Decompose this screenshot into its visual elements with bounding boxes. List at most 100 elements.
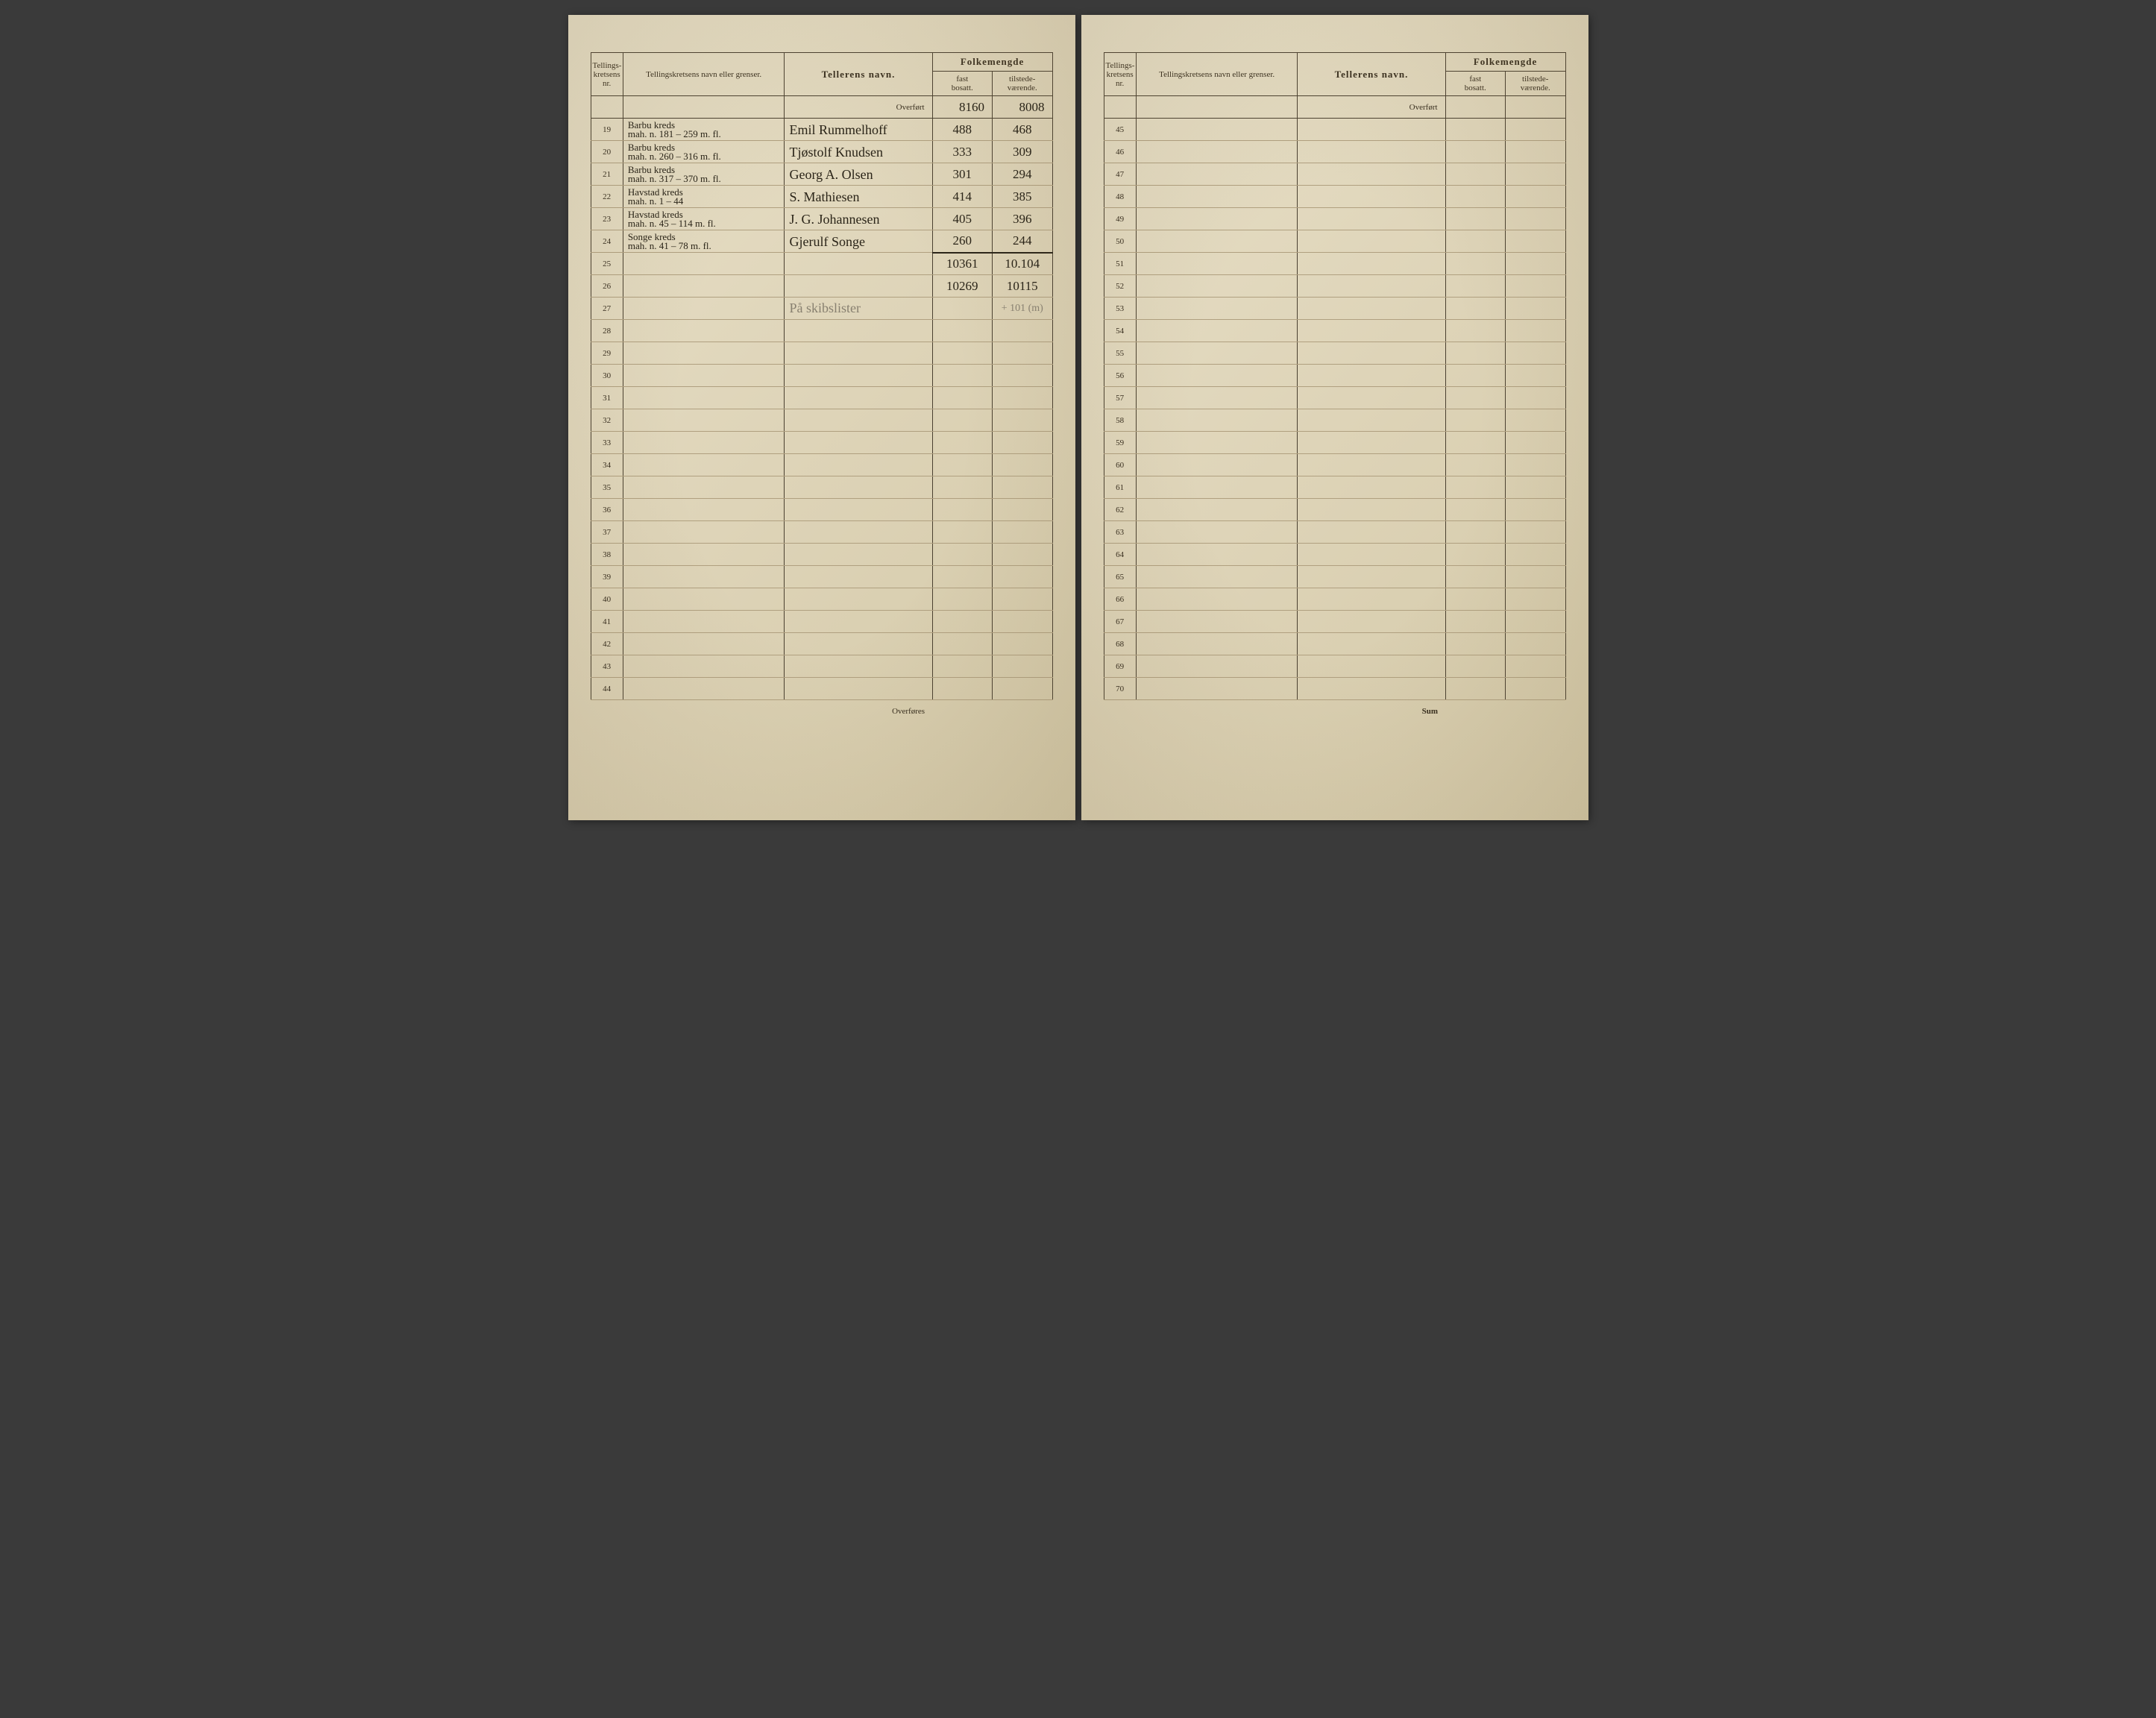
row-number: 57: [1104, 387, 1136, 409]
row-number: 33: [591, 432, 623, 454]
district-name: [623, 544, 785, 566]
fast-bosatt: [932, 611, 992, 633]
row-number: 61: [1104, 476, 1136, 499]
district-name: [623, 678, 785, 700]
table-row: 33: [591, 432, 1052, 454]
fast-bosatt: [932, 387, 992, 409]
row-number: 37: [591, 521, 623, 544]
table-row: 53: [1104, 298, 1565, 320]
fast-bosatt: 414: [932, 186, 992, 208]
district-name: Barbu kredsmah. n. 317 – 370 m. fl.: [623, 163, 785, 186]
tilstede: [993, 476, 1052, 499]
header-folkemengde: Folkemengde: [932, 53, 1052, 72]
district-name: Songe kredsmah. n. 41 – 78 m. fl.: [623, 230, 785, 253]
table-row: 56: [1104, 365, 1565, 387]
tilstede: 10.104: [993, 253, 1052, 275]
table-row: 69: [1104, 655, 1565, 678]
district-name: [623, 432, 785, 454]
table-row: 19Barbu kredsmah. n. 181 – 259 m. fl.Emi…: [591, 119, 1052, 141]
tilstede: [993, 655, 1052, 678]
district-name: [623, 633, 785, 655]
tilstede: [993, 342, 1052, 365]
district-name: [623, 275, 785, 298]
tilstede: [993, 365, 1052, 387]
teller-name: Emil Rummelhoff: [785, 119, 932, 141]
row-number: 56: [1104, 365, 1136, 387]
table-row: 20Barbu kredsmah. n. 260 – 316 m. fl.Tjø…: [591, 141, 1052, 163]
header-teller: Tellerens navn.: [1298, 53, 1445, 96]
teller-name: [785, 409, 932, 432]
district-name: Havstad kredsmah. n. 1 – 44: [623, 186, 785, 208]
table-row: 70: [1104, 678, 1565, 700]
teller-name: [785, 387, 932, 409]
table-row: 64: [1104, 544, 1565, 566]
fast-bosatt: 260: [932, 230, 992, 253]
fast-bosatt: [932, 633, 992, 655]
table-row: 23Havstad kredsmah. n. 45 – 114 m. fl.J.…: [591, 208, 1052, 230]
tilstede: 396: [993, 208, 1052, 230]
row-number: 62: [1104, 499, 1136, 521]
teller-name: Georg A. Olsen: [785, 163, 932, 186]
tilstede: [993, 678, 1052, 700]
tilstede: [993, 320, 1052, 342]
tilstede: [993, 432, 1052, 454]
fast-bosatt: [932, 342, 992, 365]
overfort-til: 8008: [993, 96, 1052, 119]
teller-name: [785, 320, 932, 342]
table-row: 30: [591, 365, 1052, 387]
teller-name: S. Mathiesen: [785, 186, 932, 208]
overfort-label: Overført: [1298, 96, 1445, 119]
table-row: 68: [1104, 633, 1565, 655]
table-row: 52: [1104, 275, 1565, 298]
tilstede: 385: [993, 186, 1052, 208]
row-number: 34: [591, 454, 623, 476]
header-tilstede: tilstede-værende.: [1506, 72, 1565, 96]
teller-name: Gjerulf Songe: [785, 230, 932, 253]
row-number: 68: [1104, 633, 1136, 655]
row-number: 30: [591, 365, 623, 387]
teller-name: [785, 253, 932, 275]
fast-bosatt: 301: [932, 163, 992, 186]
table-row: 57: [1104, 387, 1565, 409]
tilstede: + 101 (m): [993, 298, 1052, 320]
district-name: [623, 655, 785, 678]
row-number: 22: [591, 186, 623, 208]
district-name: Barbu kredsmah. n. 181 – 259 m. fl.: [623, 119, 785, 141]
row-number: 20: [591, 141, 623, 163]
teller-name: [785, 611, 932, 633]
fast-bosatt: [932, 678, 992, 700]
row-number: 42: [591, 633, 623, 655]
table-row: 61: [1104, 476, 1565, 499]
row-number: 65: [1104, 566, 1136, 588]
table-row: 24Songe kredsmah. n. 41 – 78 m. fl.Gjeru…: [591, 230, 1052, 253]
sum-label: Sum: [1298, 700, 1445, 723]
row-number: 31: [591, 387, 623, 409]
table-row: 41: [591, 611, 1052, 633]
district-name: [623, 499, 785, 521]
teller-name: [785, 544, 932, 566]
table-row: 251036110.104: [591, 253, 1052, 275]
table-row: 29: [591, 342, 1052, 365]
table-row: 66: [1104, 588, 1565, 611]
row-number: 47: [1104, 163, 1136, 186]
document-spread: Tellings- kretsens nr. Tellingskretsens …: [568, 15, 1588, 820]
table-row: 48: [1104, 186, 1565, 208]
tilstede: [993, 611, 1052, 633]
table-row: 43: [591, 655, 1052, 678]
overfort-row: Overført81608008: [591, 96, 1052, 119]
row-number: 26: [591, 275, 623, 298]
row-number: 58: [1104, 409, 1136, 432]
header-name: Tellingskretsens navn eller grenser.: [1136, 53, 1298, 96]
table-row: 42: [591, 633, 1052, 655]
district-name: [623, 566, 785, 588]
tilstede: [993, 566, 1052, 588]
row-number: 43: [591, 655, 623, 678]
tilstede: [993, 499, 1052, 521]
tilstede: 294: [993, 163, 1052, 186]
row-number: 21: [591, 163, 623, 186]
tilstede: [993, 387, 1052, 409]
row-number: 66: [1104, 588, 1136, 611]
fast-bosatt: [932, 655, 992, 678]
row-number: 28: [591, 320, 623, 342]
district-name: Barbu kredsmah. n. 260 – 316 m. fl.: [623, 141, 785, 163]
